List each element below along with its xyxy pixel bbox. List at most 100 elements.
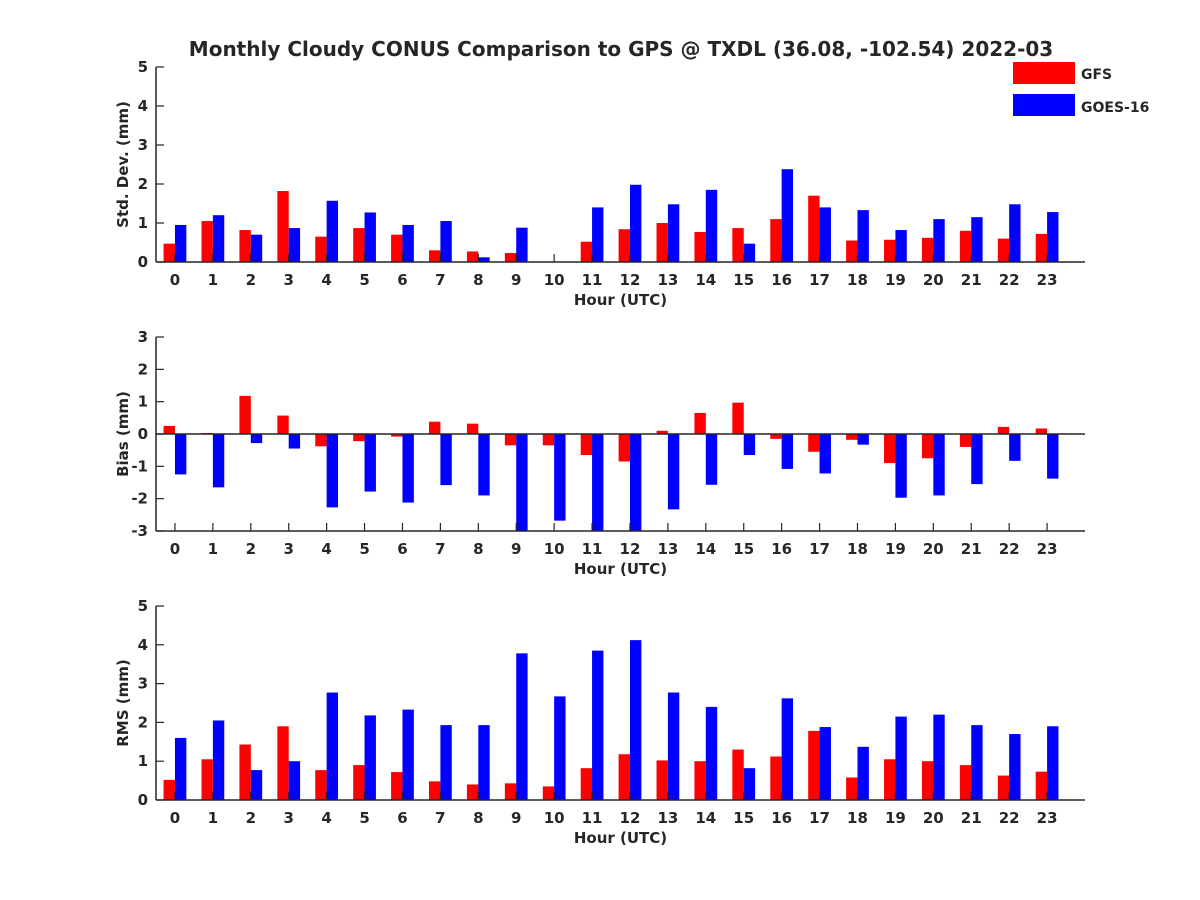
rms-x-tick-label: 21 [961,809,982,827]
rms-bar-gfs-12 [618,754,630,800]
bias-bar-gfs-14 [694,412,706,434]
std-dev-bar-gfs-4 [315,236,327,262]
bias-bar-gfs-12 [618,434,630,462]
std-dev-bar-gfs-7 [429,250,441,262]
std-dev-y-tick-label: 3 [138,136,148,154]
std-dev-x-tick-label: 19 [885,271,906,289]
std-dev-y-tick-label: 2 [138,175,148,193]
std-dev-x-tick-label: 5 [359,271,369,289]
std-dev-bar-goes16-7 [440,221,452,262]
rms-bar-goes16-13 [667,692,680,800]
bias-y-tick-label: -1 [131,457,148,475]
std-dev-bar-goes16-20 [933,219,945,262]
rms-bar-goes16-14 [705,706,718,800]
bias-bar-gfs-15 [732,402,744,434]
rms-x-tick-label: 10 [544,809,565,827]
rms-bar-goes16-17 [819,727,831,800]
std-dev-bar-gfs-9 [504,253,517,262]
rms-bar-gfs-10 [542,786,555,800]
bias-y-tick-label: 1 [138,393,148,411]
legend-swatch-goes16 [1013,94,1075,116]
rms-bar-gfs-0 [163,779,175,800]
rms-bar-gfs-11 [580,768,593,800]
std-dev-bar-goes16-12 [629,184,642,262]
rms-bar-goes16-4 [326,692,339,800]
rms-bar-gfs-7 [429,781,441,800]
bias-x-tick-label: 23 [1037,540,1058,558]
std-dev-x-axis-label: Hour (UTC) [574,291,667,309]
bias-x-tick-label: 15 [733,540,754,558]
std-dev-bar-gfs-21 [959,230,972,262]
std-dev-bar-gfs-19 [884,239,896,262]
bias-x-tick-label: 8 [473,540,483,558]
bias-bar-gfs-11 [580,434,593,456]
bias-bar-gfs-4 [315,434,327,447]
rms-bar-gfs-21 [959,765,972,800]
rms-bar-gfs-16 [770,756,782,800]
bias-x-tick-label: 20 [923,540,944,558]
legend-swatch-gfs [1013,62,1075,84]
std-dev-bar-goes16-6 [402,224,414,262]
bias-bar-gfs-0 [163,425,175,434]
std-dev-x-tick-label: 1 [208,271,218,289]
bias-y-tick-label: -2 [131,490,148,508]
std-dev-bar-gfs-18 [846,240,858,262]
rms-bar-goes16-23 [1047,726,1059,800]
rms-bar-goes16-22 [1009,734,1021,800]
std-dev-bar-gfs-17 [808,195,820,262]
std-dev-x-tick-label: 22 [999,271,1020,289]
bias-x-tick-label: 17 [809,540,830,558]
rms-x-tick-label: 22 [999,809,1020,827]
rms-bar-goes16-15 [743,768,756,800]
bias-bar-gfs-10 [542,434,555,446]
bias-y-tick-label: -3 [131,522,148,540]
bias-bar-gfs-22 [997,426,1010,434]
std-dev-x-tick-label: 16 [771,271,792,289]
bias-bar-gfs-6 [391,434,403,437]
std-dev-bar-gfs-0 [163,243,175,262]
bias-bar-gfs-18 [846,434,858,440]
bias-bar-gfs-16 [770,434,782,439]
std-dev-x-tick-label: 9 [511,271,521,289]
bias-x-tick-label: 21 [961,540,982,558]
std-dev-y-tick-label: 0 [138,253,148,271]
std-dev-y-tick-label: 5 [138,58,148,76]
bias-bar-goes16-16 [781,434,794,469]
std-dev-bar-gfs-16 [770,219,782,262]
std-dev-bar-gfs-13 [656,223,668,262]
bias-bar-goes16-11 [592,434,604,531]
rms-x-tick-label: 16 [771,809,792,827]
std-dev-y-tick-label: 4 [138,97,148,115]
rms-bar-gfs-5 [353,765,365,800]
rms-x-tick-label: 20 [923,809,944,827]
std-dev-bar-gfs-1 [201,221,213,262]
std-dev-bar-gfs-12 [618,229,630,262]
std-dev-x-tick-label: 10 [544,271,565,289]
bias-bar-goes16-22 [1009,434,1021,461]
std-dev-x-tick-label: 23 [1037,271,1058,289]
std-dev-x-tick-label: 18 [847,271,868,289]
bias-y-axis-label: Bias (mm) [114,391,132,477]
std-dev-bar-gfs-8 [466,251,479,262]
rms-bar-goes16-16 [781,698,794,800]
bias-x-tick-label: 9 [511,540,521,558]
bias-bar-goes16-2 [250,434,263,444]
rms-x-tick-label: 13 [657,809,678,827]
std-dev-bar-goes16-18 [857,210,869,262]
bias-x-tick-label: 1 [208,540,218,558]
bias-x-tick-label: 14 [695,540,716,558]
rms-y-tick-label: 0 [138,791,148,809]
std-dev-bar-goes16-2 [250,234,263,262]
rms-x-tick-label: 3 [283,809,293,827]
std-dev-x-tick-label: 7 [435,271,445,289]
std-dev-y-axis-label: Std. Dev. (mm) [114,101,132,228]
std-dev-x-tick-label: 15 [733,271,754,289]
rms-bar-gfs-23 [1035,771,1048,800]
rms-bar-gfs-14 [694,761,706,800]
std-dev-bar-gfs-15 [732,228,744,262]
std-dev-bar-goes16-22 [1009,204,1021,262]
legend-label-gfs: GFS [1081,67,1112,83]
bias-bar-gfs-9 [504,434,517,446]
std-dev-bar-gfs-11 [580,241,593,262]
